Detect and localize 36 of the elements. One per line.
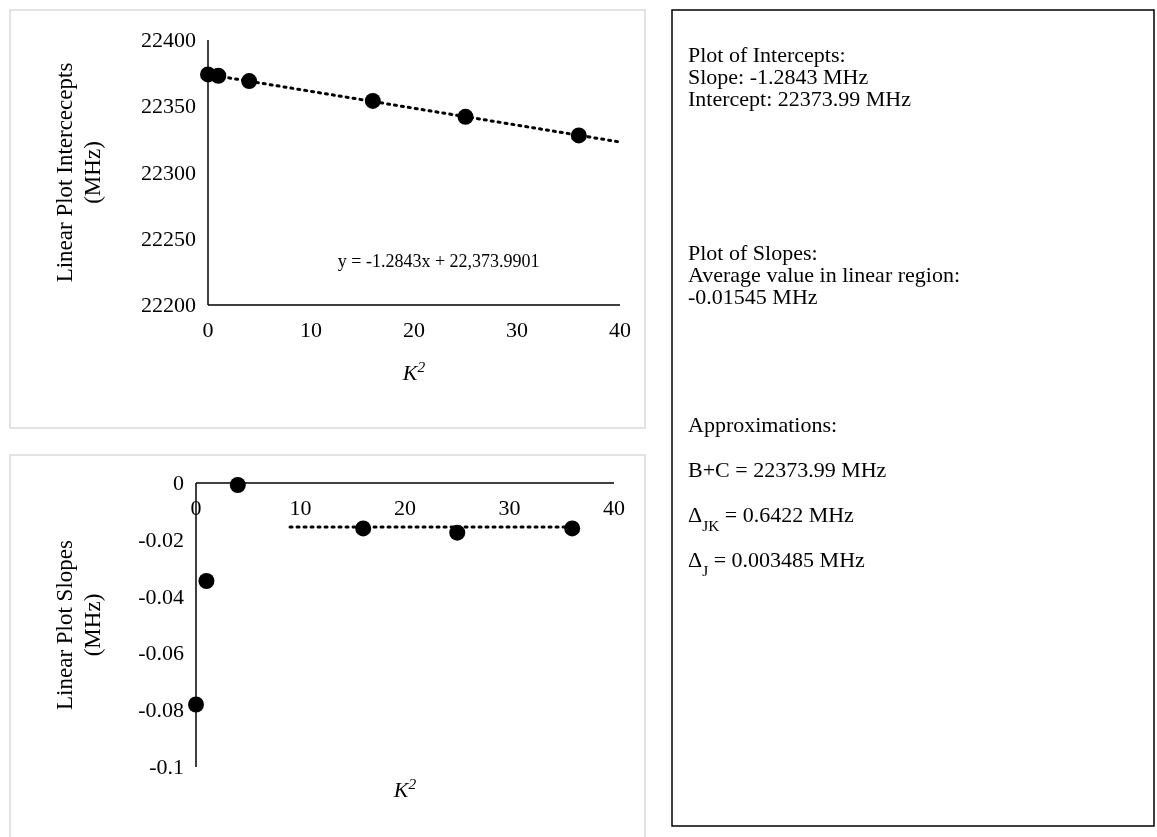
y-tick-label: 22200 bbox=[141, 292, 196, 317]
text: Approximations: bbox=[688, 412, 838, 437]
text: Plot of Slopes: bbox=[688, 240, 818, 265]
y-tick-label: 22250 bbox=[141, 225, 196, 251]
y-tick-label: 22300 bbox=[141, 159, 196, 185]
x-tick-label: 30 bbox=[498, 495, 521, 520]
y-tick-label: -0.08 bbox=[138, 697, 184, 723]
text: Δ$_{J}$ = 0.003485 MHz bbox=[688, 547, 866, 579]
annotation: y = -1.2843x + 22,373.9901 bbox=[337, 251, 540, 271]
point bbox=[188, 696, 204, 713]
y-tick-label: -0.06 bbox=[138, 640, 184, 666]
point bbox=[229, 476, 246, 493]
y-tick-label: 22350 bbox=[141, 93, 196, 119]
point bbox=[449, 524, 466, 541]
x-tick-label: 20 bbox=[403, 317, 425, 342]
x-tick-label: 20 bbox=[394, 495, 416, 520]
x-axis-title: K$^{2}$ bbox=[401, 357, 426, 385]
y-tick-label: -0.04 bbox=[138, 583, 184, 609]
point bbox=[198, 572, 215, 589]
y-tick-label: 22400 bbox=[141, 27, 196, 52]
y-tick-label: -0.1 bbox=[149, 754, 184, 779]
x-tick-label: 40 bbox=[609, 317, 631, 342]
y-axis-title: Linear Plot Intercecepts (MHz) bbox=[52, 62, 105, 283]
x-tick-label: 30 bbox=[506, 317, 528, 342]
text: Δ$_{JK}$ = 0.6422 MHz bbox=[688, 502, 855, 534]
text: B+C = 22373.99 MHz bbox=[688, 457, 887, 482]
text: Plot of Intercepts: bbox=[688, 42, 846, 67]
y-tick-label: 0 bbox=[173, 470, 184, 495]
x-tick-label: 0 bbox=[202, 317, 214, 342]
x-tick-label: 40 bbox=[603, 495, 625, 520]
y-tick-label: -0.02 bbox=[138, 526, 184, 552]
x-tick-label: 10 bbox=[289, 495, 312, 520]
x-tick-label: 10 bbox=[300, 317, 322, 342]
x-axis-title: K$^{2}$ bbox=[392, 774, 417, 802]
point bbox=[564, 520, 581, 537]
y-axis-title: Linear Plot Slopes (MHz) bbox=[52, 539, 105, 710]
